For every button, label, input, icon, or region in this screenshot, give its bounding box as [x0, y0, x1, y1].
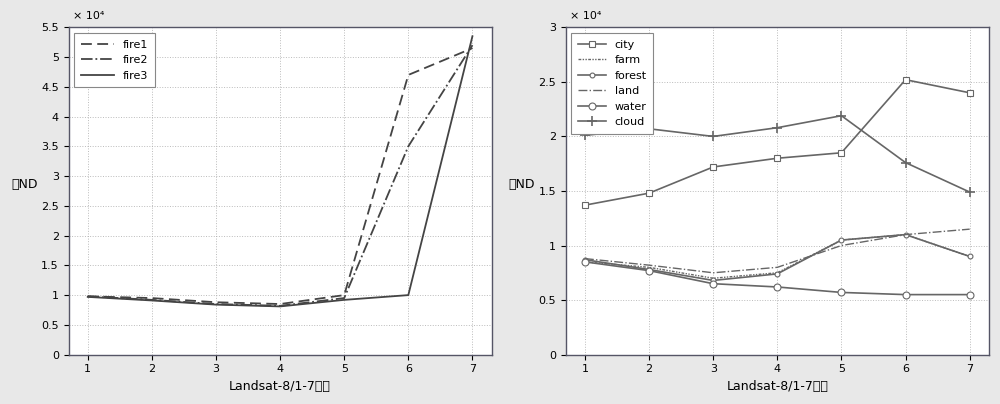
- fire1: [82, 294, 94, 299]
- farm: [643, 265, 655, 270]
- water: [579, 259, 591, 264]
- land: [707, 270, 719, 275]
- city: [900, 77, 912, 82]
- Legend: fire1, fire2, fire3: fire1, fire2, fire3: [74, 33, 155, 87]
- cloud: [771, 125, 783, 130]
- fire2: [466, 43, 478, 48]
- forest: [707, 278, 719, 283]
- fire2: [146, 297, 158, 302]
- water: [643, 268, 655, 273]
- land: [900, 232, 912, 237]
- city: [835, 150, 847, 155]
- fire1: [402, 72, 414, 77]
- Line: land: land: [585, 229, 970, 273]
- X-axis label: Landsat-8/1-7波段: Landsat-8/1-7波段: [229, 380, 331, 393]
- fire3: [274, 304, 286, 309]
- cloud: [643, 126, 655, 131]
- farm: [579, 259, 591, 264]
- fire1: [274, 302, 286, 307]
- land: [643, 263, 655, 267]
- Line: cloud: cloud: [580, 111, 975, 197]
- land: [579, 256, 591, 261]
- forest: [643, 267, 655, 272]
- fire2: [274, 303, 286, 308]
- cloud: [707, 134, 719, 139]
- water: [900, 292, 912, 297]
- fire3: [82, 295, 94, 299]
- fire1: [146, 296, 158, 301]
- cloud: [579, 133, 591, 138]
- Line: farm: farm: [585, 235, 970, 278]
- farm: [707, 276, 719, 281]
- city: [579, 203, 591, 208]
- Y-axis label: 値ND: 値ND: [11, 178, 38, 191]
- fire1: [466, 46, 478, 50]
- fire2: [402, 144, 414, 149]
- fire3: [402, 292, 414, 297]
- water: [771, 284, 783, 289]
- fire2: [210, 302, 222, 307]
- land: [835, 243, 847, 248]
- forest: [900, 232, 912, 237]
- fire3: [338, 297, 350, 302]
- Y-axis label: 値ND: 値ND: [508, 178, 535, 191]
- city: [771, 156, 783, 161]
- fire2: [82, 294, 94, 299]
- land: [964, 227, 976, 231]
- forest: [771, 271, 783, 276]
- cloud: [835, 113, 847, 118]
- Line: fire2: fire2: [88, 45, 472, 306]
- farm: [835, 238, 847, 242]
- forest: [579, 257, 591, 262]
- fire1: [338, 292, 350, 297]
- X-axis label: Landsat-8/1-7波段: Landsat-8/1-7波段: [726, 380, 828, 393]
- farm: [900, 232, 912, 237]
- fire3: [146, 298, 158, 303]
- farm: [771, 270, 783, 275]
- city: [964, 90, 976, 95]
- city: [707, 164, 719, 169]
- city: [643, 191, 655, 196]
- Text: × 10⁴: × 10⁴: [570, 11, 601, 21]
- Line: fire3: fire3: [88, 36, 472, 306]
- fire3: [210, 302, 222, 307]
- Legend: city, farm, forest, land, water, cloud: city, farm, forest, land, water, cloud: [571, 33, 653, 134]
- Line: forest: forest: [583, 232, 972, 283]
- forest: [964, 254, 976, 259]
- Line: fire1: fire1: [88, 48, 472, 304]
- farm: [964, 254, 976, 259]
- water: [835, 290, 847, 295]
- Text: × 10⁴: × 10⁴: [73, 11, 104, 21]
- fire3: [466, 34, 478, 39]
- cloud: [900, 160, 912, 165]
- Line: water: water: [581, 259, 973, 298]
- cloud: [964, 189, 976, 194]
- forest: [835, 238, 847, 242]
- fire2: [338, 296, 350, 301]
- water: [964, 292, 976, 297]
- water: [707, 281, 719, 286]
- Line: city: city: [582, 77, 972, 208]
- fire1: [210, 300, 222, 305]
- land: [771, 265, 783, 270]
